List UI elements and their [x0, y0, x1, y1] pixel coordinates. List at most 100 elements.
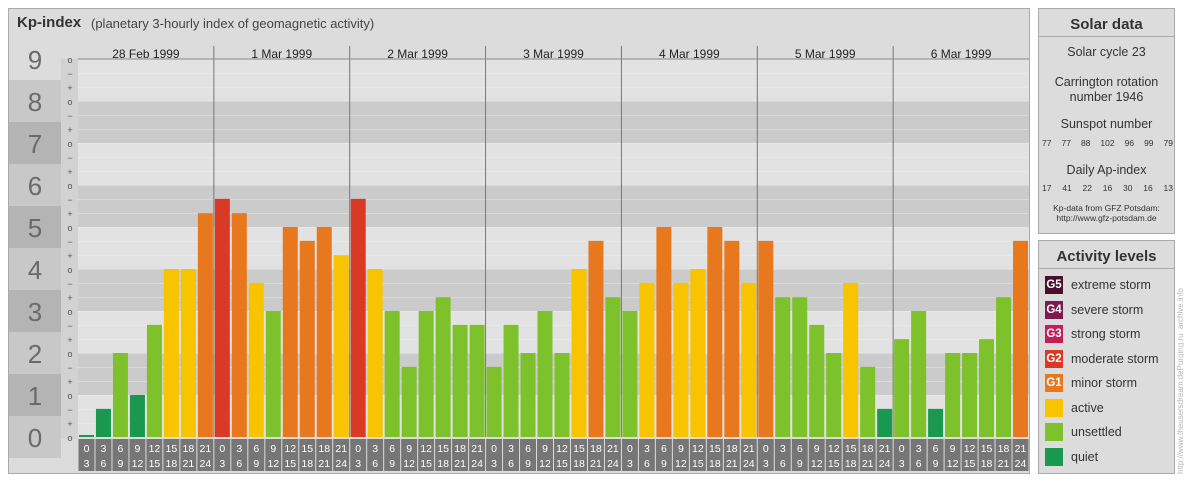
kp-bar	[792, 297, 808, 437]
x-label-cell	[265, 439, 282, 471]
y-minor-tick: +	[67, 377, 72, 387]
kp-bar	[826, 353, 842, 437]
y-minor-tick: −	[67, 69, 72, 79]
x-label-cell	[978, 439, 995, 471]
x-label-cell	[706, 439, 723, 471]
x-tick-label: 6	[118, 443, 124, 455]
kp-bar	[197, 213, 213, 437]
ap-value: 16	[1143, 183, 1153, 193]
x-label-cell	[180, 439, 197, 471]
kp-chart-panel: Kp-index (planetary 3-hourly index of ge…	[8, 8, 1030, 474]
grid-band	[78, 129, 1029, 143]
kp-bar	[367, 269, 383, 437]
kp-bar	[962, 353, 978, 437]
x-label-cell	[231, 439, 248, 471]
ap-value: 17	[1042, 183, 1052, 193]
x-label-cell	[655, 439, 672, 471]
x-tick-label: 9	[797, 458, 803, 470]
x-tick-label: 12	[556, 443, 568, 455]
x-tick-label: 15	[981, 443, 993, 455]
kp-bar	[656, 227, 672, 437]
x-tick-label: 9	[389, 458, 395, 470]
source-link[interactable]: http://www.gfz-potsdam.de	[1056, 213, 1157, 223]
grid-band	[78, 269, 1029, 283]
kp-bar	[911, 311, 927, 437]
x-tick-label: 21	[183, 458, 195, 470]
x-label-cell	[587, 439, 604, 471]
grid-band	[78, 395, 1029, 409]
x-label-cell	[95, 439, 112, 471]
carrington-line1: Carrington rotation	[1054, 75, 1159, 89]
x-label-cell	[554, 439, 570, 471]
sunspot-number: 99	[1144, 138, 1154, 148]
x-tick-label: 3	[236, 443, 242, 455]
legend-item: G4 severe storm	[1045, 300, 1143, 320]
x-tick-label: 3	[355, 458, 361, 470]
x-tick-label: 0	[219, 443, 225, 455]
grid-band	[78, 325, 1029, 339]
y-minor-tick: +	[67, 419, 72, 429]
kp-bar	[724, 240, 740, 437]
x-tick-label: 6	[644, 458, 650, 470]
sunspot-number: 77	[1061, 138, 1071, 148]
legend-label: unsettled	[1071, 425, 1122, 439]
y-tick-label: 3	[28, 297, 42, 327]
grid-band	[78, 311, 1029, 325]
x-tick-label: 18	[318, 443, 330, 455]
ap-values: 17 41 22 16 30 16 13	[1042, 183, 1173, 193]
x-tick-label: 18	[301, 458, 313, 470]
x-tick-label: 15	[845, 443, 857, 455]
activity-levels-panel: Activity levels G5 extreme storm G4 severe …	[1038, 240, 1175, 474]
x-tick-label: 9	[118, 458, 124, 470]
legend-label: strong storm	[1071, 327, 1141, 341]
x-label-cell	[893, 439, 910, 471]
x-tick-label: 24	[1015, 458, 1027, 470]
x-label-cell	[808, 439, 825, 471]
x-label-cell	[384, 439, 401, 471]
sunspot-number: 77	[1042, 138, 1052, 148]
y-minor-tick: −	[67, 111, 72, 121]
legend-label: active	[1071, 400, 1104, 415]
legend-item: G3 strong storm	[1045, 324, 1140, 344]
kp-bar	[554, 353, 570, 437]
x-tick-label: 0	[84, 443, 90, 455]
x-label-cell	[282, 439, 299, 471]
y-minor-tick: −	[67, 153, 72, 163]
x-label-cell	[452, 439, 469, 471]
legend-swatch: G1	[1045, 374, 1063, 392]
x-tick-label: 9	[950, 443, 956, 455]
ap-value: 30	[1123, 183, 1133, 193]
x-tick-label: 9	[135, 443, 141, 455]
x-tick-label: 12	[539, 458, 551, 470]
y-minor-tick: −	[67, 195, 72, 205]
kp-bar	[180, 269, 196, 437]
x-tick-label: 18	[166, 458, 178, 470]
kp-bar	[860, 366, 876, 437]
legend-label: severe storm	[1071, 302, 1144, 317]
x-tick-label: 21	[454, 458, 466, 470]
y-minor-tick: o	[67, 97, 72, 107]
legend-swatch: G5	[1045, 276, 1063, 294]
x-tick-label: 0	[627, 443, 633, 455]
grid-band	[78, 255, 1029, 269]
x-tick-label: 3	[644, 443, 650, 455]
ap-value: 22	[1082, 183, 1092, 193]
kp-bar	[707, 227, 723, 437]
ap-value: 41	[1062, 183, 1072, 193]
y-minor-tick: +	[67, 251, 72, 261]
x-tick-label: 0	[899, 443, 905, 455]
x-tick-label: 9	[253, 458, 259, 470]
y-band	[9, 248, 61, 290]
y-tick-label: 0	[28, 423, 42, 453]
kp-bar	[1013, 240, 1028, 437]
x-tick-label: 9	[542, 443, 548, 455]
x-label-cell	[469, 439, 486, 471]
day-label: 28 Feb 1999	[112, 47, 180, 61]
grid-band	[78, 213, 1029, 227]
sunspot-number: 102	[1100, 138, 1115, 148]
kp-bar	[945, 353, 961, 437]
x-tick-label: 3	[508, 443, 514, 455]
legend-label: moderate storm	[1071, 351, 1159, 366]
x-tick-label: 12	[149, 443, 161, 455]
x-tick-label: 0	[355, 443, 361, 455]
